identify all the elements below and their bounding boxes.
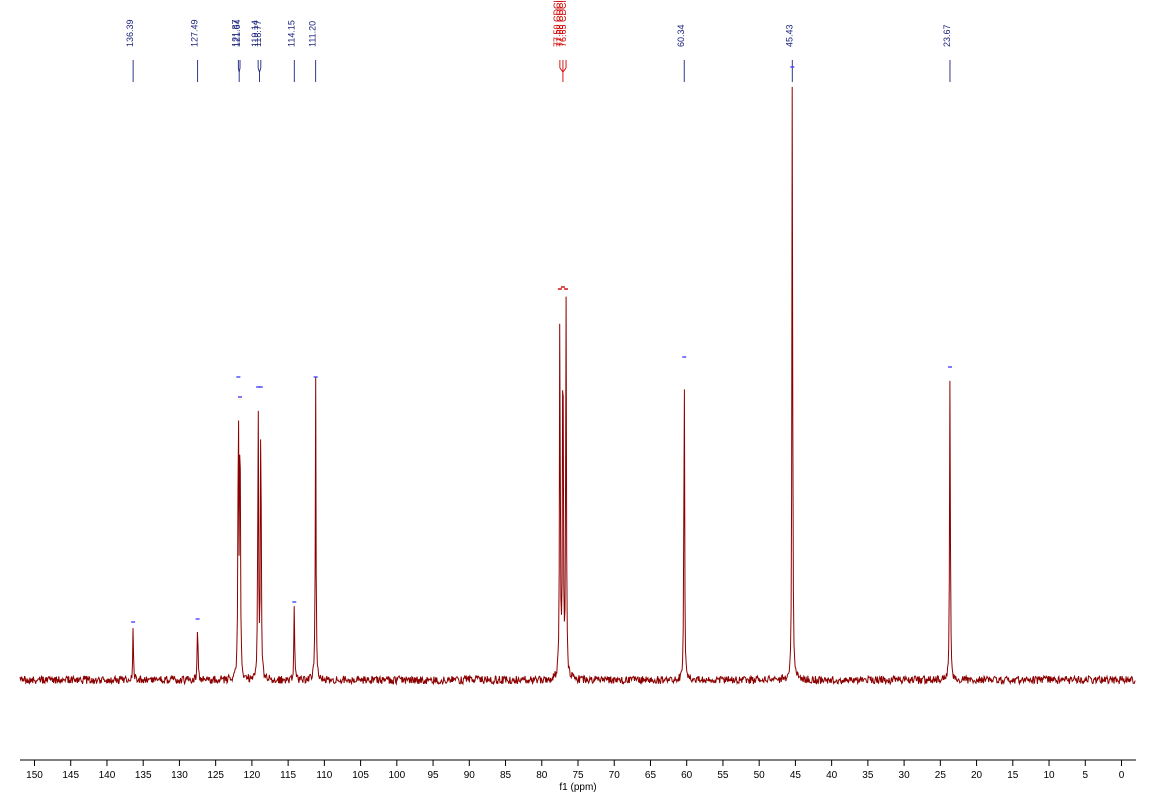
peak-label: 114.15 xyxy=(286,20,296,47)
svg-text:15: 15 xyxy=(1007,770,1019,781)
svg-text:140: 140 xyxy=(99,770,116,781)
svg-text:65: 65 xyxy=(645,770,657,781)
svg-text:135: 135 xyxy=(135,770,152,781)
nmr-spectrum-container: 1501451401351301251201151101051009590858… xyxy=(0,0,1156,806)
peak-label: 136.39 xyxy=(125,19,135,47)
svg-text:120: 120 xyxy=(244,770,261,781)
svg-text:10: 10 xyxy=(1043,770,1055,781)
svg-text:150: 150 xyxy=(26,770,43,781)
spectrum-plot: 1501451401351301251201151101051009590858… xyxy=(0,0,1156,806)
peak-label: 118.77 xyxy=(253,20,263,47)
svg-text:115: 115 xyxy=(280,770,296,781)
svg-text:40: 40 xyxy=(826,770,838,781)
svg-text:f1 (ppm): f1 (ppm) xyxy=(559,782,596,793)
svg-text:30: 30 xyxy=(899,770,911,781)
svg-text:0: 0 xyxy=(1119,770,1125,781)
svg-text:80: 80 xyxy=(536,770,548,781)
svg-text:75: 75 xyxy=(572,770,584,781)
svg-text:35: 35 xyxy=(862,770,874,781)
peak-label: 23.67 xyxy=(942,24,952,47)
svg-text:20: 20 xyxy=(971,770,983,781)
svg-text:50: 50 xyxy=(754,770,766,781)
peak-label: 111.20 xyxy=(308,21,318,47)
peak-label: 121.64 xyxy=(232,19,242,47)
svg-text:55: 55 xyxy=(717,770,729,781)
peak-label: 76.65 CDCl3 xyxy=(558,0,568,47)
peak-label: 60.34 xyxy=(676,24,686,47)
svg-text:45: 45 xyxy=(790,770,802,781)
svg-text:25: 25 xyxy=(935,770,947,781)
svg-text:130: 130 xyxy=(171,770,188,781)
svg-text:125: 125 xyxy=(207,770,224,781)
svg-text:100: 100 xyxy=(388,770,405,781)
peak-label: 45.43 xyxy=(784,24,794,47)
svg-text:5: 5 xyxy=(1082,770,1088,781)
svg-text:85: 85 xyxy=(500,770,512,781)
svg-text:95: 95 xyxy=(428,770,440,781)
svg-text:60: 60 xyxy=(681,770,693,781)
svg-text:110: 110 xyxy=(316,770,332,781)
svg-text:105: 105 xyxy=(352,770,369,781)
svg-text:145: 145 xyxy=(62,770,79,781)
peak-label: 127.49 xyxy=(190,19,200,47)
svg-text:70: 70 xyxy=(609,770,621,781)
svg-text:90: 90 xyxy=(464,770,476,781)
